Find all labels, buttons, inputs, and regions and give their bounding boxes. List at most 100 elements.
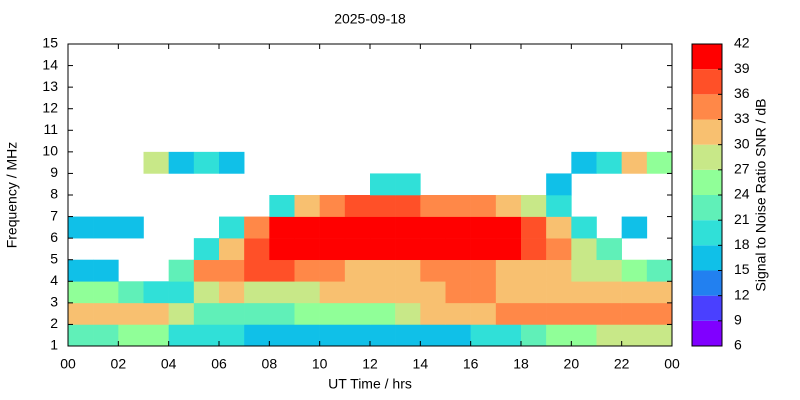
heat-cell (294, 195, 320, 217)
heat-cell (370, 302, 396, 325)
colorbar-tick-label: 12 (734, 286, 750, 302)
colorbar-tick-label: 21 (734, 211, 750, 227)
x-tick-label: 08 (262, 356, 278, 372)
y-tick-label: 3 (50, 294, 58, 310)
heat-cell (244, 324, 270, 347)
heat-cell (621, 216, 648, 239)
heat-cell (244, 302, 270, 325)
x-tick-label: 22 (614, 356, 630, 372)
heat-cell (269, 324, 295, 347)
heat-cell (344, 216, 371, 239)
heat-cell (168, 151, 195, 174)
heat-cell (395, 281, 421, 304)
heat-cell (219, 324, 245, 347)
colorbar-tick-label: 15 (734, 261, 750, 277)
heat-cell (445, 259, 471, 282)
heat-cell (244, 216, 270, 239)
heat-cell (596, 324, 622, 347)
x-tick-label: 06 (211, 356, 227, 372)
heat-cell (68, 281, 94, 304)
heat-cell (546, 216, 572, 239)
heat-cell (546, 259, 572, 282)
y-tick-label: 14 (42, 56, 58, 72)
heat-cell (470, 302, 497, 325)
heat-cell (470, 216, 497, 239)
heat-cell (596, 259, 622, 282)
heat-cell (344, 281, 371, 304)
y-tick-label: 1 (50, 337, 58, 353)
x-tick-label: 04 (161, 356, 177, 372)
heat-cell (319, 195, 346, 217)
heat-cell (168, 302, 195, 325)
colorbar-swatch (692, 144, 722, 170)
heat-cell (521, 281, 547, 304)
x-tick-label: 14 (413, 356, 429, 372)
heat-cell (395, 238, 421, 261)
heat-cell (244, 281, 270, 304)
x-axis-label: UT Time / hrs (328, 376, 412, 392)
heat-cell (470, 324, 497, 347)
heat-cell (546, 195, 572, 217)
heat-cell (269, 302, 295, 325)
heat-cell (420, 324, 446, 347)
heat-cell (470, 238, 497, 261)
heat-cell (294, 302, 320, 325)
x-tick-label: 02 (111, 356, 127, 372)
heat-cell (294, 281, 320, 304)
heat-cell (521, 302, 547, 325)
colorbar-swatch (692, 320, 722, 346)
heat-cell (370, 195, 396, 217)
heat-cell (143, 151, 169, 174)
heat-cell (193, 151, 220, 174)
heat-cell (420, 281, 446, 304)
heat-cell (395, 324, 421, 347)
y-tick-label: 8 (50, 186, 58, 202)
heat-cell (621, 324, 648, 347)
heat-cell (193, 302, 220, 325)
heat-cell (219, 259, 245, 282)
heat-cell (219, 281, 245, 304)
heat-cell (445, 302, 471, 325)
heat-cell (596, 238, 622, 261)
colorbar-swatch (692, 94, 722, 120)
colorbar-swatch (692, 69, 722, 95)
heat-cell (571, 259, 597, 282)
colorbar-tick-label: 18 (734, 236, 750, 252)
y-tick-label: 5 (50, 250, 58, 266)
y-tick-label: 10 (42, 143, 58, 159)
heat-cell (269, 281, 295, 304)
heat-cell (420, 216, 446, 239)
heat-cell (445, 324, 471, 347)
heat-cell (521, 216, 547, 239)
heat-cell (344, 238, 371, 261)
x-tick-label: 18 (513, 356, 529, 372)
heat-cell (521, 195, 547, 217)
heat-cell (143, 324, 169, 347)
heat-cell (495, 238, 522, 261)
heat-cell (521, 238, 547, 261)
heat-cell (420, 195, 446, 217)
y-tick-label: 15 (42, 35, 58, 51)
heat-cell (445, 195, 471, 217)
heat-cell (571, 281, 597, 304)
heat-cell (93, 259, 119, 282)
y-tick-label: 6 (50, 229, 58, 245)
heat-cell (68, 324, 94, 347)
y-tick-label: 4 (50, 272, 58, 288)
heat-cell (370, 259, 396, 282)
colorbar-swatch (692, 220, 722, 246)
y-tick-label: 11 (43, 121, 58, 137)
heat-cell (646, 281, 673, 304)
heat-cell (646, 302, 673, 325)
heat-cell (596, 281, 622, 304)
x-tick-label: 12 (362, 356, 378, 372)
heat-cell (395, 173, 421, 196)
y-tick-label: 9 (50, 164, 58, 180)
heat-cell (445, 216, 471, 239)
y-tick-label: 2 (50, 315, 58, 331)
heat-cell (269, 238, 295, 261)
heat-cell (319, 259, 346, 282)
heat-cell (546, 238, 572, 261)
heat-cell (219, 302, 245, 325)
